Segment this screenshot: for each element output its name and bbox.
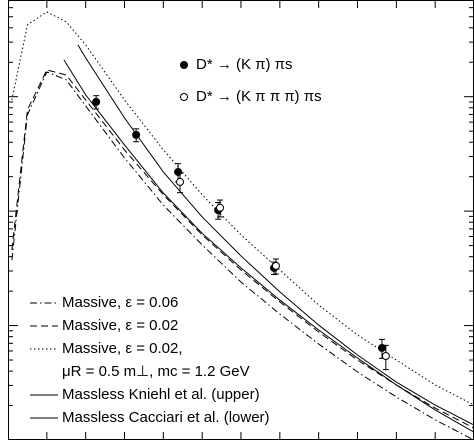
data-point: [132, 128, 141, 143]
curve: [77, 44, 474, 426]
marker: [176, 177, 185, 186]
legend-label: Massive, ε = 0.06: [62, 294, 178, 311]
legend-label: D* → (K π) πs: [196, 56, 293, 73]
marker: [132, 130, 141, 139]
legend-label: Massless Cacciari et al. (lower): [62, 409, 270, 426]
curve: [63, 59, 474, 433]
legend-label: D* → (K π π π) πs: [196, 88, 322, 105]
marker: [92, 97, 101, 106]
legend-marker: [180, 93, 188, 101]
curve: [11, 69, 474, 429]
legend-label: Massive, ε = 0.02,: [62, 340, 183, 357]
marker: [381, 352, 390, 361]
curve: [11, 71, 474, 440]
marker: [174, 167, 183, 176]
legend-label: Massive, ε = 0.02: [62, 317, 178, 334]
legend-label: μR = 0.5 m⊥, mc = 1.2 GeV: [62, 363, 250, 380]
data-point: [271, 258, 280, 275]
marker: [271, 261, 280, 270]
data-point: [381, 344, 390, 371]
data-point: [216, 199, 225, 218]
data-point: [176, 172, 185, 194]
legend-marker: [180, 61, 188, 69]
legend-label: Massless Kniehl et al. (upper): [62, 386, 260, 403]
data-point: [92, 95, 101, 110]
marker: [216, 203, 225, 212]
